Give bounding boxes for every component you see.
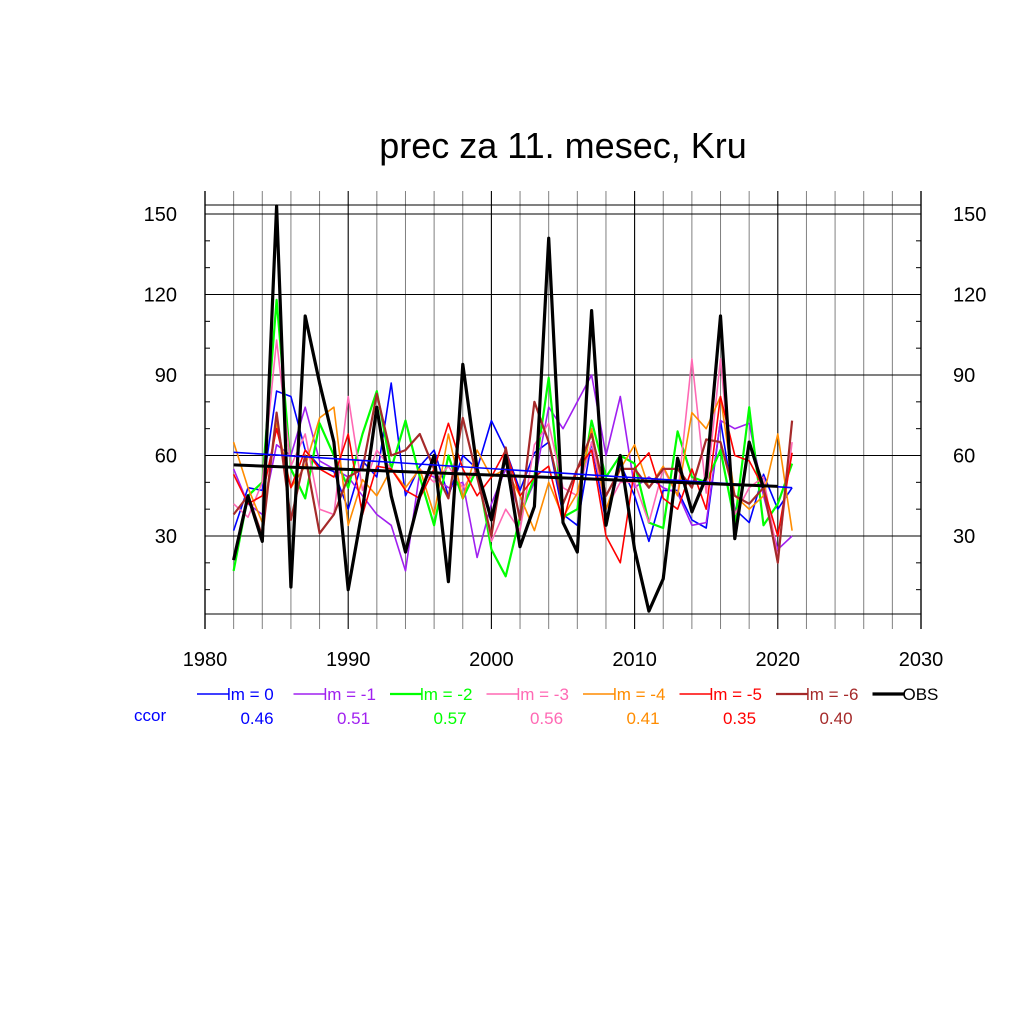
y-tick-label-right: 90 [953, 365, 975, 387]
grid [204, 191, 922, 629]
y-tick-label-left: 60 [155, 446, 177, 468]
legend-label-2: lm = -2 [420, 685, 472, 704]
series-line-5 [232, 395, 793, 564]
legend-label-7: OBS [903, 685, 939, 704]
chart-title: prec za 11. mesec, Kru [379, 125, 747, 166]
y-tick-label-left: 120 [144, 285, 177, 307]
y-tick-label-right: 150 [953, 204, 986, 226]
series-line-7 [232, 204, 766, 613]
series-lines [232, 204, 794, 613]
axes: 30 30 60 60 90 90 120 120 150 150 1980 1990 2000 2010… [144, 191, 986, 671]
series-line-3 [233, 339, 793, 559]
legend-label-6: lm = -6 [806, 685, 858, 704]
legend-ccor-4: 0.41 [626, 709, 659, 728]
legend-ccor-1: 0.51 [337, 709, 370, 728]
y-tick-label-left: 90 [155, 365, 177, 387]
legend-ccor-0: 0.46 [240, 709, 273, 728]
series-line-2 [232, 298, 794, 578]
legend-label-0: lm = 0 [227, 685, 274, 704]
series-line-6 [232, 392, 794, 564]
y-tick-label-right: 30 [953, 526, 975, 548]
legend-label-5: lm = -5 [710, 685, 762, 704]
legend-label-3: lm = -3 [517, 685, 569, 704]
obs-trend-line [233, 463, 778, 488]
x-tick-label: 1980 [183, 649, 228, 671]
y-tick-label-right: 120 [953, 285, 986, 307]
ccor-label: ccor [134, 706, 166, 725]
legend-label-1: lm = -1 [324, 685, 376, 704]
legend-ccor-3: 0.56 [530, 709, 563, 728]
legend: ccor lm = 0 0.46 lm = -1 0.51 lm = -2 0.57 lm =… [134, 685, 938, 728]
y-tick-label-left: 150 [144, 204, 177, 226]
legend-ccor-2: 0.57 [433, 709, 466, 728]
legend-ccor-5: 0.35 [723, 709, 756, 728]
x-tick-label: 2000 [469, 649, 514, 671]
legend-ccor-6: 0.40 [819, 709, 852, 728]
x-tick-label: 2030 [899, 649, 944, 671]
x-tick-label: 1990 [326, 649, 371, 671]
legend-label-4: lm = -4 [613, 685, 665, 704]
x-tick-label: 2010 [612, 649, 657, 671]
x-tick-label: 2020 [756, 649, 801, 671]
y-tick-label-left: 30 [155, 526, 177, 548]
y-tick-label-right: 60 [953, 446, 975, 468]
